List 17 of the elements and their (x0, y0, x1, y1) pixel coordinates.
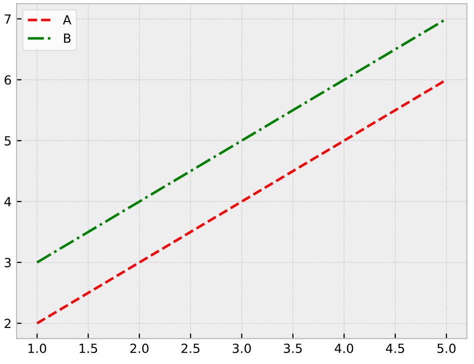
y-tick-label: 4 (4, 197, 12, 206)
legend-label: B (64, 34, 71, 43)
y-tick-label: 6 (4, 75, 11, 85)
x-tick-label: 4.5 (386, 344, 404, 354)
x-tick-label: 1.0 (28, 344, 46, 354)
x-tick-label: 5.0 (437, 344, 456, 354)
x-tick-label: 3.0 (232, 344, 251, 354)
x-tick-label: 3.5 (284, 344, 302, 354)
y-tick-label: 7 (4, 14, 11, 24)
y-tick-label: 5 (4, 136, 11, 146)
x-tick-label: 2.0 (130, 344, 149, 354)
y-tick-label: 2 (4, 318, 10, 328)
legend-label: A (62, 15, 72, 24)
x-tick-label: 1.5 (80, 344, 98, 354)
y-tick-label: 3 (4, 258, 11, 268)
x-tick-label: 2.5 (182, 344, 200, 354)
x-tick-label: 4.0 (334, 344, 354, 354)
